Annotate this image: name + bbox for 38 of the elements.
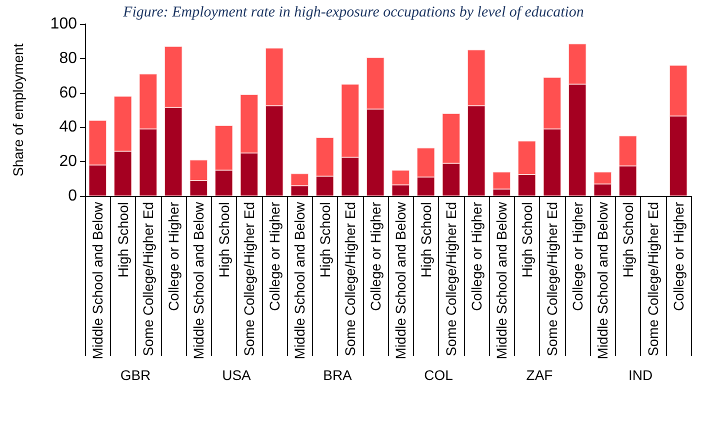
y-tick-label: 40 — [59, 118, 78, 136]
x-tick-label: Some College/Higher Ed — [645, 202, 662, 356]
text: IND — [628, 367, 653, 383]
x-tick-label: Some College/Higher Ed — [140, 202, 156, 356]
x-tick-label: High School — [418, 202, 434, 278]
x-tick-label: Some College/Higher Ed — [544, 202, 560, 356]
x-tick-label: High School — [518, 202, 535, 278]
x-tick-label: College or Higher — [165, 202, 182, 311]
text: COL — [424, 367, 454, 383]
x-tick-label: College or Higher — [670, 202, 686, 311]
x-tick-label: Some College/Higher Ed — [443, 202, 460, 356]
x-tick-label: College or Higher — [367, 202, 384, 311]
x-tick-label: High School — [620, 202, 636, 278]
y-tick-label: 100 — [50, 16, 78, 32]
y-axis-title: Share of employment — [10, 43, 26, 177]
x-tick-label: Some College/Higher Ed — [342, 202, 358, 356]
x-tick-label: College or Higher — [569, 202, 586, 311]
x-tick-label: Middle School and Below — [90, 201, 106, 360]
y-tick-label: 80 — [59, 50, 78, 67]
y-tick-label: 20 — [59, 153, 78, 170]
x-tick-label: College or Higher — [468, 202, 484, 311]
text: GBR — [120, 367, 151, 383]
text: ZAF — [526, 367, 553, 383]
x-tick-label: High School — [216, 202, 232, 278]
x-tick-label: Middle School and Below — [594, 201, 611, 360]
x-tick-label: Middle School and Below — [494, 201, 510, 360]
x-tick-label: Middle School and Below — [190, 201, 207, 360]
chart-title: Figure: Employment rate in high-exposure occupations by level of education — [122, 4, 584, 20]
y-tick-label: 60 — [59, 84, 78, 102]
x-tick-label: Middle School and Below — [392, 201, 409, 360]
x-tick-label: Some College/Higher Ed — [241, 202, 258, 356]
x-tick-label: Middle School and Below — [292, 201, 308, 360]
y-tick-label: 0 — [68, 188, 78, 204]
text: USA — [222, 367, 252, 383]
x-tick-label: College or Higher — [266, 202, 282, 311]
x-tick-label: High School — [316, 202, 333, 278]
x-tick-label: High School — [114, 202, 131, 278]
text: BRA — [323, 367, 353, 383]
